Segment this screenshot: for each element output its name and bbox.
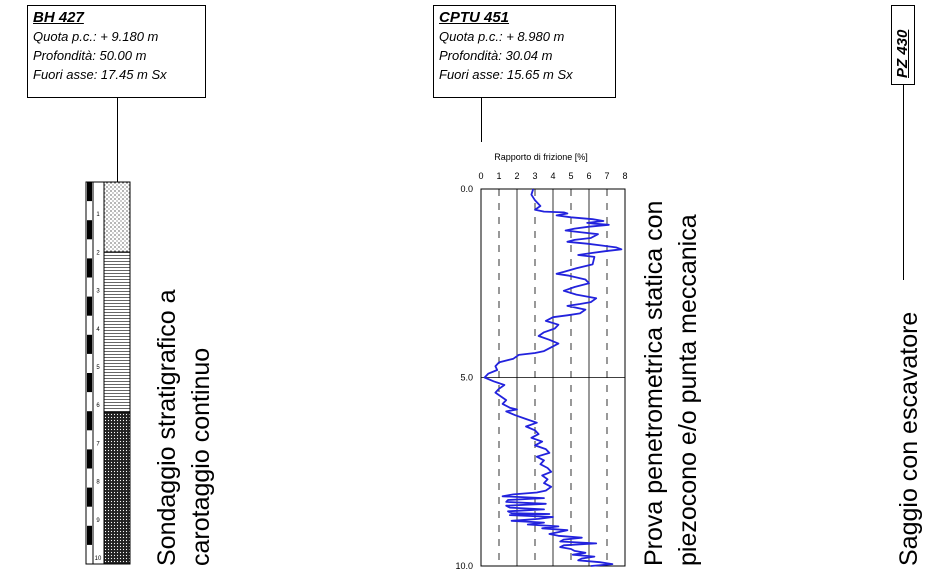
chart-x-tick-label: 4 xyxy=(550,171,555,181)
chart-x-tick-label: 7 xyxy=(604,171,609,181)
chart-x-tick-label: 5 xyxy=(568,171,573,181)
chart-y-tick-label: 5.0 xyxy=(460,373,473,383)
cptu-info-box: CPTU 451 Quota p.c.: + 8.980 m Profondit… xyxy=(433,5,616,98)
bh-info-box: BH 427 Quota p.c.: + 9.180 m Profondità:… xyxy=(27,5,206,98)
bh-borehole-log: 1 2 3 4 5 6 7 8 9 10 xyxy=(85,181,131,565)
chart-x-tick-label: 0 xyxy=(478,171,483,181)
bh-scale-block xyxy=(87,449,92,469)
chart-x-tick-label: 6 xyxy=(586,171,591,181)
bh-scale-tick-label: 5 xyxy=(96,365,100,371)
bh-profondita: Profondità: 50.00 m xyxy=(33,48,147,63)
chart-grid xyxy=(480,188,626,567)
pz-description-line-1: Saggio con escavatore xyxy=(895,311,923,566)
series-line-friction-ratio xyxy=(483,188,623,567)
chart-x-tick-label: 8 xyxy=(622,171,627,181)
cptu-friction-ratio-chart: 0 1 2 3 4 5 6 7 8 0.0 5.0 10.0 Rapporto di frizione… xyxy=(455,152,627,569)
cptu-description-line-2: piezocono e/o punta meccanica xyxy=(674,214,702,566)
bh-lithology-column xyxy=(103,181,131,565)
cptu-description: Prova penetrometrica statica con piezoco… xyxy=(637,201,705,566)
bh-fuori-asse: Fuori asse: 17.45 m Sx xyxy=(33,67,167,82)
bh-scale-block xyxy=(87,334,92,354)
bh-scale-tick-label: 6 xyxy=(96,403,100,409)
bh-scale-block xyxy=(87,182,92,202)
chart-y-tick-label: 10.0 xyxy=(455,561,473,569)
bh-scale-tick-label: 1 xyxy=(96,212,100,218)
bh-depth-scale: 1 2 3 4 5 6 7 8 9 10 xyxy=(85,181,105,565)
bh-scale-block xyxy=(87,373,92,393)
bh-scale-tick-label: 9 xyxy=(96,518,100,524)
bh-scale-tick-label: 2 xyxy=(96,250,100,256)
bh-scale-tick-label: 8 xyxy=(96,480,100,486)
pz-title-box xyxy=(891,5,915,85)
bh-scale-block xyxy=(87,296,92,316)
bh-scale-block xyxy=(87,411,92,431)
cptu-title: CPTU 451 xyxy=(439,9,510,26)
bh-scale-tick-label: 4 xyxy=(96,327,100,333)
bh-description: Sondaggio stratigrafico a carotaggio con… xyxy=(150,289,218,566)
chart-tick-labels: 0 1 2 3 4 5 6 7 8 0.0 5.0 10.0 xyxy=(455,171,627,569)
bh-scale-block xyxy=(87,487,92,507)
cptu-profondita: Profondità: 30.04 m xyxy=(439,48,553,63)
chart-x-tick-label: 2 xyxy=(514,171,519,181)
pz-connector-line xyxy=(903,85,904,280)
bh-scale-tick-label: 3 xyxy=(96,289,100,295)
bh-description-line-1: Sondaggio stratigrafico a xyxy=(153,289,181,566)
bh-scale-tick-label: 7 xyxy=(96,441,100,447)
cptu-quota: Quota p.c.: + 8.980 m xyxy=(439,29,565,44)
cptu-connector-line xyxy=(481,98,482,142)
cptu-fuori-asse: Fuori asse: 15.65 m Sx xyxy=(439,67,573,82)
bh-scale-tick-label: 10 xyxy=(95,556,102,562)
chart-x-tick-label: 1 xyxy=(496,171,501,181)
chart-title: Rapporto di frizione [%] xyxy=(494,152,588,162)
bh-scale-block xyxy=(87,525,92,545)
bh-scale-block xyxy=(87,258,92,278)
bh-description-line-2: carotaggio continuo xyxy=(187,347,215,566)
pz-description: Saggio con escavatore xyxy=(892,312,926,566)
bh-connector-line xyxy=(117,98,118,182)
chart-x-tick-label: 3 xyxy=(532,171,537,181)
cptu-description-line-1: Prova penetrometrica statica con xyxy=(640,200,668,566)
bh-quota: Quota p.c.: + 9.180 m xyxy=(33,29,159,44)
bh-scale-block xyxy=(87,220,92,240)
chart-y-tick-label: 0.0 xyxy=(460,184,473,194)
bh-title: BH 427 xyxy=(33,9,84,26)
pz-title: PZ 430 xyxy=(894,29,911,78)
